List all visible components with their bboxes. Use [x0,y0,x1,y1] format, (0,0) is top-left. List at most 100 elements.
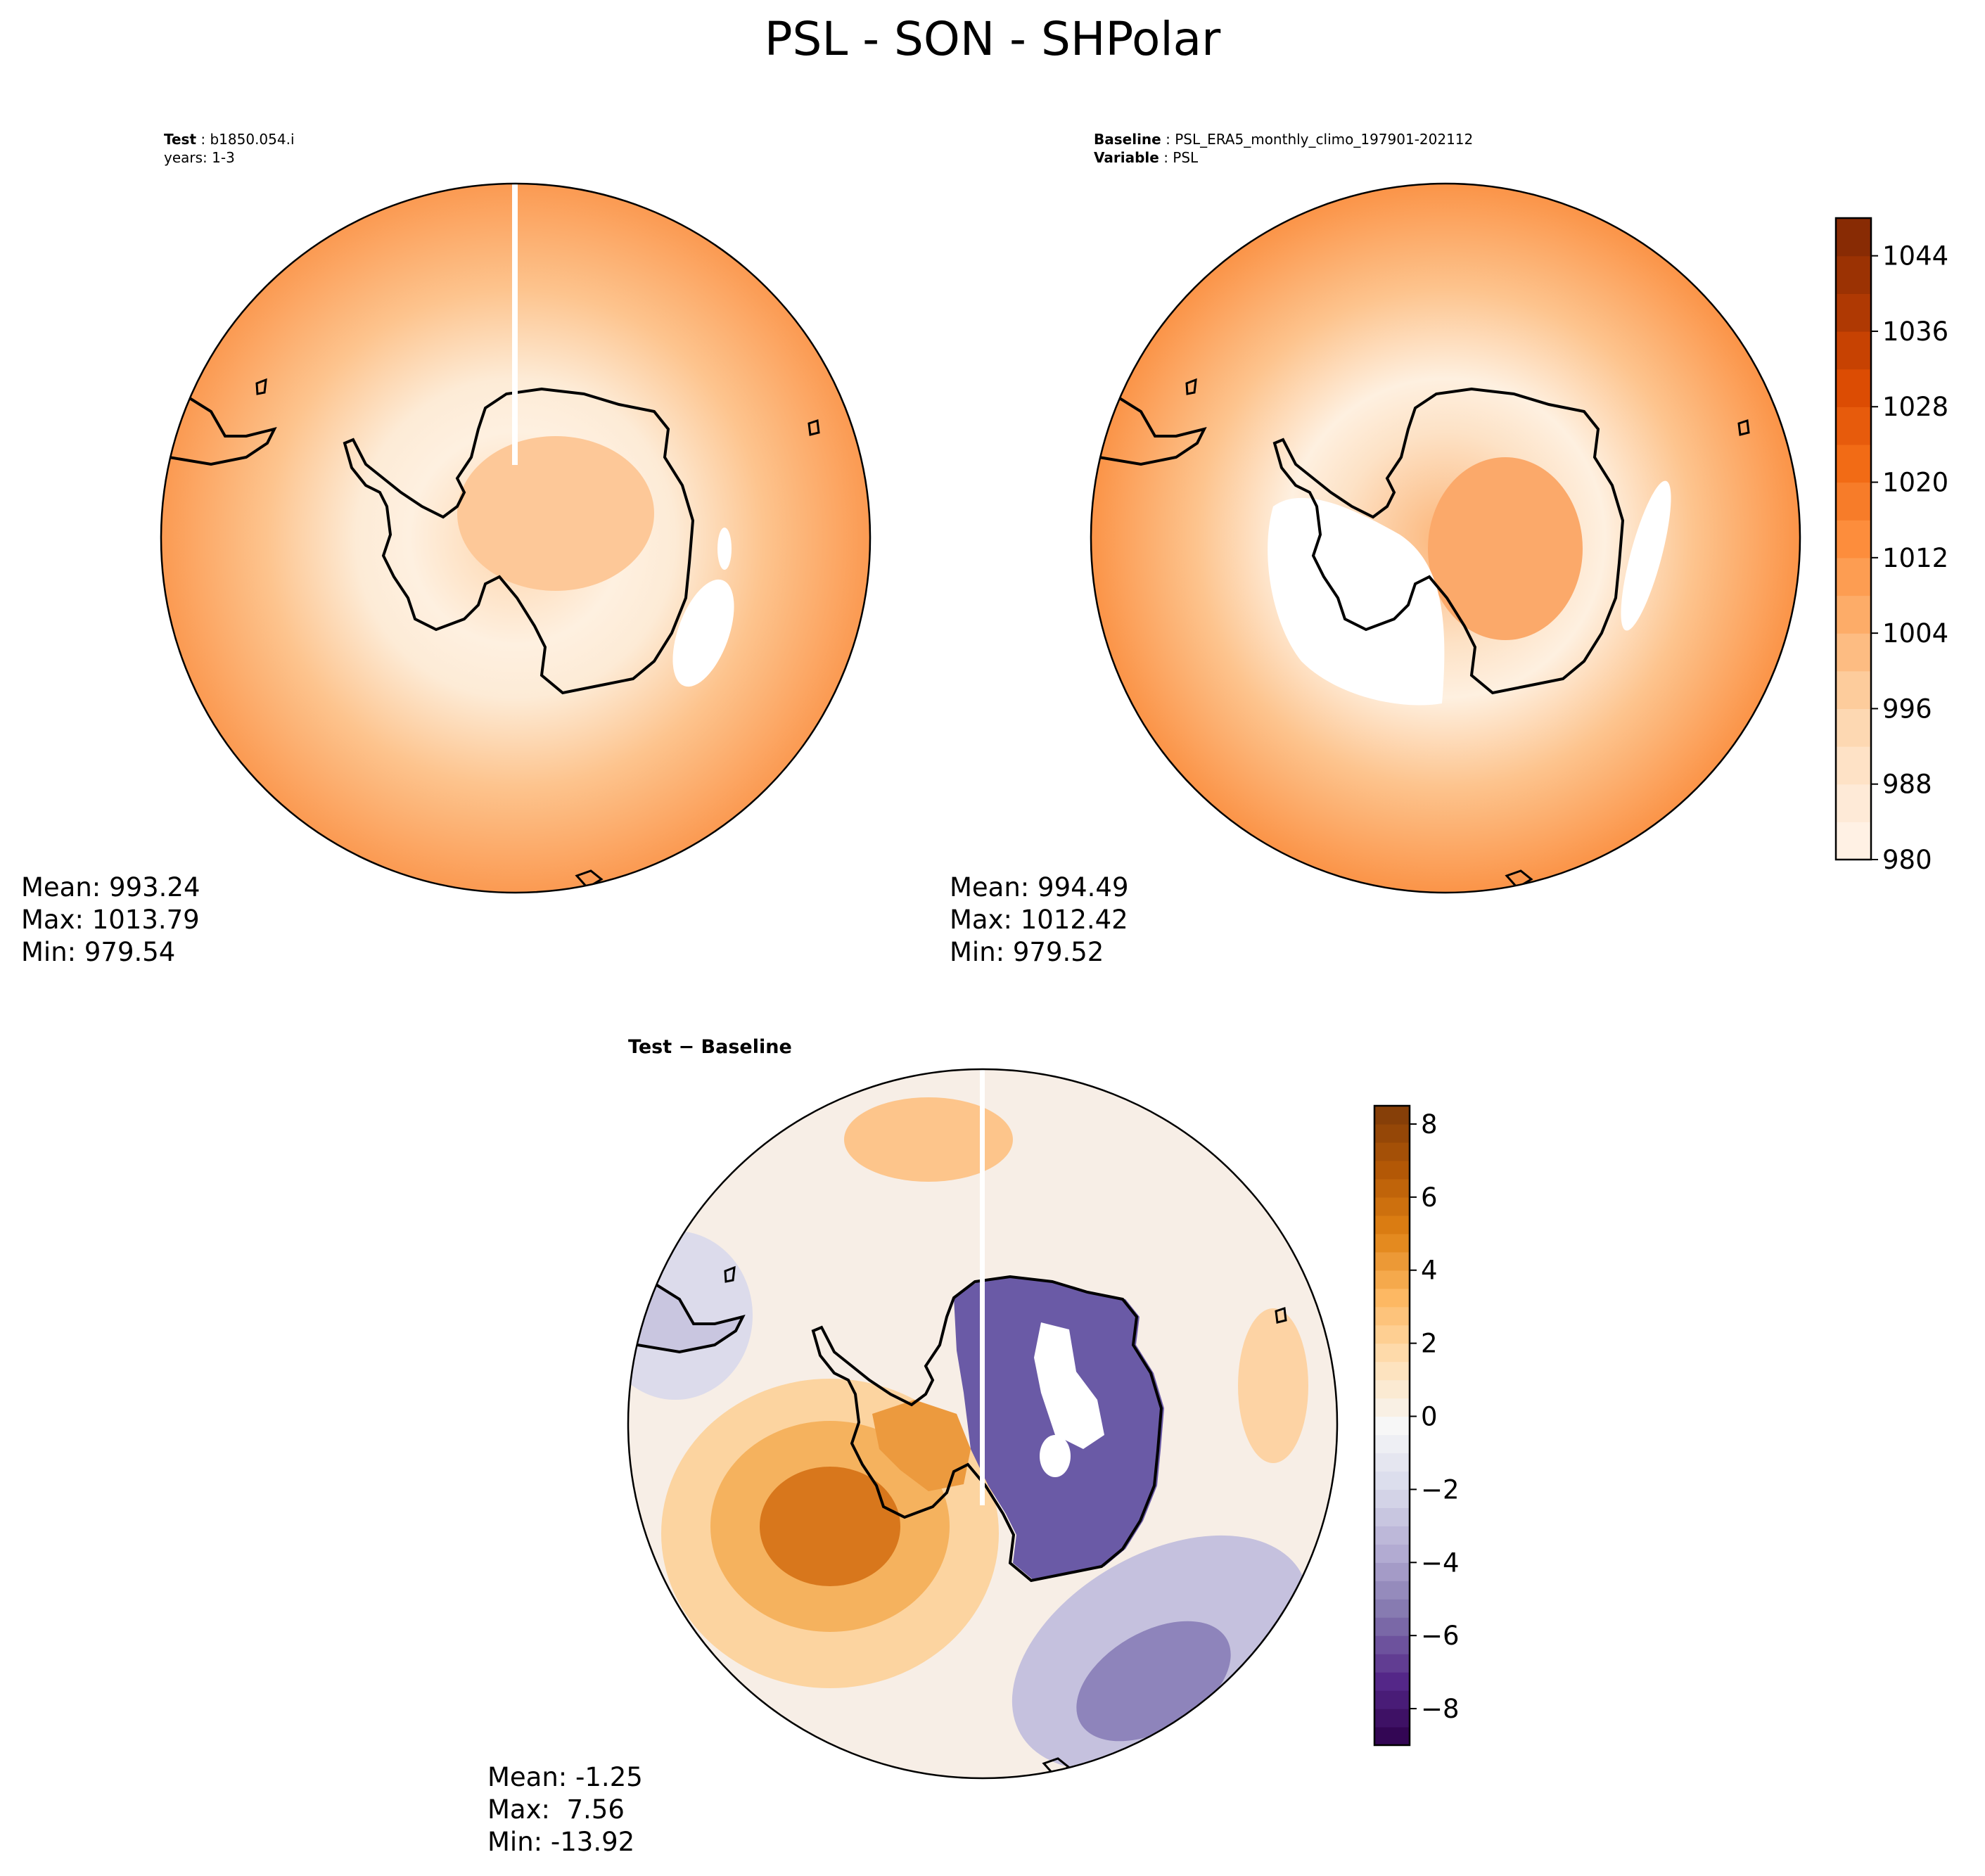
diff-colorbar-bin [1374,1379,1410,1399]
diff-panel: Test − Baseline Mean: -1. [487,1036,1339,1857]
test-continent-high [457,436,654,591]
diff-colorbar-bin [1374,1654,1410,1673]
psl-colorbar-bin [1836,595,1871,634]
diff-colorbar-bin [1374,1306,1410,1326]
diff-colorbar-bin [1374,1233,1410,1253]
diff-colorbar-bin [1374,1215,1410,1234]
diff-colorbar-tick-label: −4 [1421,1548,1460,1578]
test-min: Min: 979.54 [21,937,175,967]
diff-colorbar-bin [1374,1690,1410,1709]
diff-colorbar-tick-label: 6 [1421,1182,1438,1213]
psl-colorbar-frame [1834,217,1872,861]
diff-colorbar-bin [1374,1709,1410,1728]
diff-mean: Mean: -1.25 [487,1762,643,1792]
test-island-2 [808,419,820,436]
figure-title: PSL - SON - SHPolar [765,12,1221,66]
diff-seam-gap [980,1069,985,1505]
diff-colorbar-bin [1374,1562,1410,1581]
diff-colorbar-bin [1374,1599,1410,1618]
psl-colorbar-tick-label: 1028 [1882,392,1948,422]
test-header-sep: : [196,131,210,148]
test-map [161,184,870,893]
baseline-island-2 [1737,419,1750,436]
psl-colorbar-tick-label: 988 [1882,770,1932,800]
psl-colorbar-bin [1836,708,1871,747]
psl-colorbar-tick-label: 996 [1882,694,1932,724]
diff-positive-north [844,1097,1013,1182]
diff-island-2 [1275,1306,1287,1324]
diff-colorbar-ticks: −8 −6 −4 −2 0 2 4 6 8 [1410,1109,1460,1724]
diff-colorbar-bin [1374,1544,1410,1563]
diff-colorbar-bin [1374,1160,1410,1180]
diff-colorbar-tick-label: 2 [1421,1329,1438,1359]
baseline-subheader-value: PSL [1173,149,1199,166]
diff-positive-peninsula [872,1400,971,1491]
diff-colorbar-bin [1374,1507,1410,1526]
test-seam-gap [512,184,518,465]
diff-masked-interior-2 [1040,1435,1071,1477]
psl-colorbar-bin [1836,746,1871,785]
psl-colorbar-bins [1836,218,1871,860]
diff-colorbar-bin [1374,1617,1410,1636]
diff-antarctica-coast [811,1275,1163,1583]
test-header: Test : b1850.054.i [164,131,295,148]
baseline-min: Min: 979.52 [950,937,1104,967]
baseline-map [1091,184,1800,893]
test-island-3 [575,869,604,889]
diff-colorbar-tick-label: 0 [1421,1402,1438,1432]
test-subheader: years: 1-3 [164,149,235,166]
baseline-continent-high [1428,457,1583,640]
test-mean: Mean: 993.24 [21,872,200,902]
psl-colorbar-bin [1836,331,1871,370]
diff-colorbar-bin [1374,1727,1410,1746]
diff-colorbar-frame [1373,1104,1411,1747]
psl-colorbar-tick-label: 980 [1882,845,1932,875]
diff-colorbar-bin [1374,1635,1410,1654]
diff-colorbar-bin [1374,1288,1410,1308]
test-header-value: b1850.054.i [210,131,294,148]
diff-positive-east [1238,1308,1308,1463]
baseline-ocean-low-2 [1621,480,1671,631]
diff-colorbar-tick-label: −6 [1421,1621,1460,1651]
psl-colorbar-tick-label: 1004 [1882,618,1948,649]
psl-colorbar-bin [1836,369,1871,407]
test-antarctica-coast [343,387,695,695]
diff-island-1 [724,1265,736,1283]
psl-colorbar-tick-label: 1044 [1882,241,1948,272]
psl-colorbar-bin [1836,293,1871,332]
diff-colorbar-bin [1374,1471,1410,1490]
diff-colorbar-bin [1374,1343,1410,1363]
baseline-subheader: Variable : PSL [1094,149,1199,166]
test-max: Max: 1013.79 [21,905,200,935]
psl-colorbar-bin [1836,482,1871,521]
diff-colorbar-bin [1374,1489,1410,1508]
diff-colorbar-bin [1374,1106,1410,1125]
test-panel: Test : b1850.054.i years: 1-3 Mean: 993.… [21,131,872,967]
diff-colorbar-bin [1374,1526,1410,1545]
baseline-max: Max: 1012.42 [950,905,1128,935]
diff-colorbar-bin [1374,1361,1410,1381]
baseline-ocean-low [1268,497,1445,706]
diff-header: Test − Baseline [628,1036,792,1058]
psl-colorbar-tick-label: 1012 [1882,543,1948,573]
diff-masked-interior [1034,1322,1104,1449]
baseline-mean: Mean: 994.49 [950,872,1129,902]
diff-colorbar-bin [1374,1398,1410,1417]
psl-colorbar-bin [1836,444,1871,483]
baseline-panel: Baseline : PSL_ERA5_monthly_climo_197901… [950,131,1801,967]
psl-colorbar-bin [1836,407,1871,445]
diff-colorbar-tick-label: 8 [1421,1109,1438,1140]
diff-colorbar-bin [1374,1251,1410,1271]
diff-colorbar-tick-label: −8 [1421,1694,1460,1724]
diff-colorbar-bin [1374,1581,1410,1600]
test-island-1 [255,378,267,395]
baseline-island-1 [1185,378,1197,395]
psl-colorbar-bin [1836,255,1871,294]
diff-colorbar-bin [1374,1270,1410,1289]
psl-colorbar-tick-label: 1020 [1882,468,1948,498]
diff-colorbar-bin [1374,1416,1410,1436]
diff-max: Max: 7.56 [487,1794,625,1825]
diff-positive-west-core [760,1467,900,1586]
baseline-island-3 [1505,869,1533,889]
diff-colorbar-tick-label: −2 [1421,1474,1460,1505]
